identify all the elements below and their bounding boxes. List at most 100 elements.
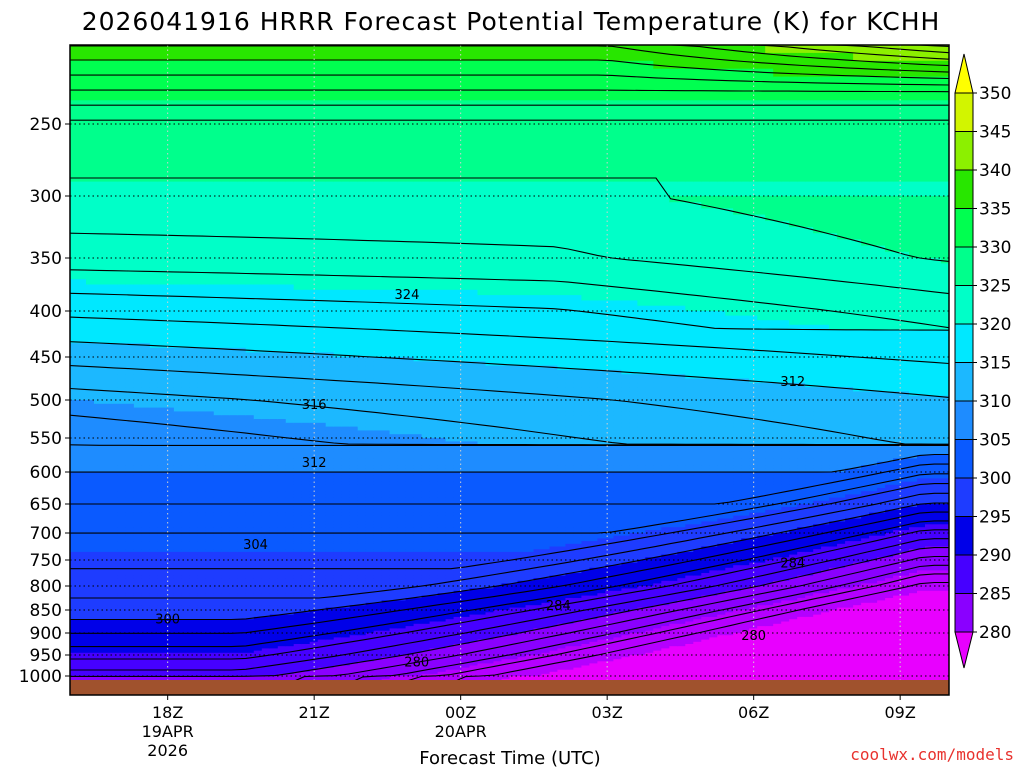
contour-fill-cell — [173, 610, 183, 613]
contour-fill-cell — [141, 441, 151, 446]
contour-fill-cell — [261, 233, 271, 240]
contour-fill-cell — [78, 329, 87, 335]
contour-fill-cell — [237, 669, 247, 673]
contour-fill-cell — [86, 448, 95, 453]
contour-fill-cell — [237, 329, 247, 335]
contour-fill-cell — [125, 100, 135, 109]
contour-fill-cell — [213, 100, 223, 109]
contour-fill-cell — [78, 607, 87, 611]
contour-fill-cell — [86, 461, 95, 466]
contour-fill-cell — [78, 124, 87, 132]
contour-fill-cell — [197, 378, 207, 384]
contour-fill-cell — [149, 630, 159, 634]
contour-fill-cell — [205, 639, 215, 643]
contour-fill-cell — [125, 612, 135, 616]
contour-fill-cell — [205, 324, 215, 330]
contour-fill-cell — [181, 52, 191, 62]
contour-fill-cell — [237, 626, 247, 629]
contour-fill-cell — [110, 320, 119, 326]
contour-fill-cell — [117, 181, 127, 190]
contour-fill-cell — [157, 586, 167, 589]
contour-fill-cell — [189, 644, 199, 647]
contour-fill-cell — [213, 300, 223, 307]
contour-fill-cell — [78, 395, 87, 401]
contour-fill-cell — [94, 663, 103, 667]
contour-fill-cell — [301, 422, 311, 428]
contour-fill-cell — [245, 124, 255, 132]
contour-fill-cell — [229, 650, 239, 654]
contour-fill-cell — [125, 504, 135, 508]
contour-fill-cell — [221, 329, 231, 335]
contour-fill-cell — [102, 279, 111, 286]
contour-fill-cell — [221, 138, 231, 147]
contour-fill-cell — [237, 311, 247, 317]
contour-fill-cell — [205, 167, 215, 175]
contour-fill-cell — [205, 614, 215, 618]
contour-fill-cell — [293, 378, 303, 384]
contour-fill-cell — [70, 648, 79, 652]
contour-fill-cell — [197, 541, 207, 545]
contour-fill-cell — [165, 515, 175, 520]
contour-fill-cell — [165, 667, 175, 671]
contour-fill-cell — [157, 273, 167, 280]
contour-fill-cell — [189, 676, 199, 680]
contour-fill-cell — [181, 575, 191, 579]
contour-fill-cell — [117, 610, 127, 613]
contour-fill-cell — [141, 588, 151, 592]
contour-fill-cell — [70, 357, 79, 362]
contour-fill-cell — [157, 227, 167, 234]
contour-fill-cell — [86, 533, 95, 537]
contour-fill-cell — [221, 311, 231, 317]
contour-fill-cell — [165, 196, 175, 203]
contour-fill-cell — [125, 251, 135, 259]
contour-fill-cell — [70, 76, 79, 86]
contour-fill-cell — [173, 273, 183, 280]
contour-fill-cell — [229, 661, 239, 664]
contour-fill-cell — [301, 196, 311, 203]
contour-fill-cell — [181, 239, 191, 247]
contour-fill-cell — [70, 600, 79, 604]
contour-fill-cell — [253, 196, 263, 203]
contour-fill-cell — [149, 220, 159, 228]
contour-fill-cell — [221, 665, 231, 669]
contour-fill-cell — [197, 504, 207, 508]
contour-fill-cell — [245, 535, 255, 539]
contour-fill-cell — [133, 665, 143, 669]
contour-fill-cell — [253, 465, 263, 470]
contour-fill-cell — [245, 635, 255, 638]
contour-fill-cell — [229, 220, 239, 228]
contour-fill-cell — [133, 524, 143, 528]
contour-fill-cell — [197, 311, 207, 317]
contour-fill-cell — [197, 220, 207, 228]
contour-fill-cell — [133, 598, 143, 601]
contour-fill-cell — [245, 245, 255, 253]
contour-fill-cell — [269, 52, 279, 62]
contour-fill-cell — [229, 663, 239, 667]
contour-fill-cell — [197, 667, 207, 671]
contour-fill-cell — [261, 92, 271, 101]
contour-fill-cell — [245, 504, 255, 508]
contour-fill-cell — [269, 108, 279, 117]
contour-fill-cell — [261, 488, 271, 492]
contour-fill-cell — [141, 676, 151, 680]
contour-fill-cell — [125, 657, 135, 660]
contour-fill-cell — [110, 641, 119, 645]
contour-fill-cell — [173, 387, 183, 392]
contour-fill-cell — [165, 391, 175, 397]
contour-fill-cell — [213, 562, 223, 566]
contour-fill-cell — [205, 655, 215, 658]
contour-fill-cell — [102, 52, 111, 62]
contour-fill-cell — [229, 152, 239, 161]
contour-fill-cell — [197, 352, 207, 358]
contour-fill-cell — [245, 512, 255, 517]
contour-fill-cell — [78, 448, 87, 453]
contour-fill-cell — [261, 567, 271, 571]
contour-fill-cell — [78, 635, 87, 638]
contour-fill-cell — [110, 100, 119, 109]
contour-fill-cell — [229, 655, 239, 658]
contour-fill-cell — [277, 391, 287, 397]
contour-fill-cell — [125, 527, 135, 531]
contour-fill-cell — [277, 289, 287, 296]
contour-fill-cell — [253, 612, 263, 616]
contour-fill-cell — [117, 438, 127, 442]
